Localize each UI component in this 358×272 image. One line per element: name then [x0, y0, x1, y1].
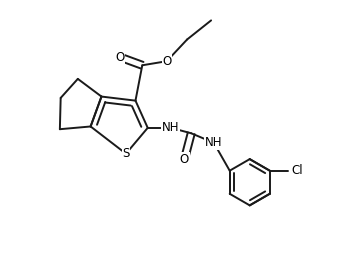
Text: O: O	[180, 153, 189, 166]
Text: NH: NH	[162, 121, 180, 134]
Text: Cl: Cl	[291, 164, 303, 177]
Text: S: S	[122, 147, 130, 160]
Text: O: O	[115, 51, 125, 64]
Text: O: O	[162, 55, 171, 68]
Text: NH: NH	[205, 136, 223, 149]
